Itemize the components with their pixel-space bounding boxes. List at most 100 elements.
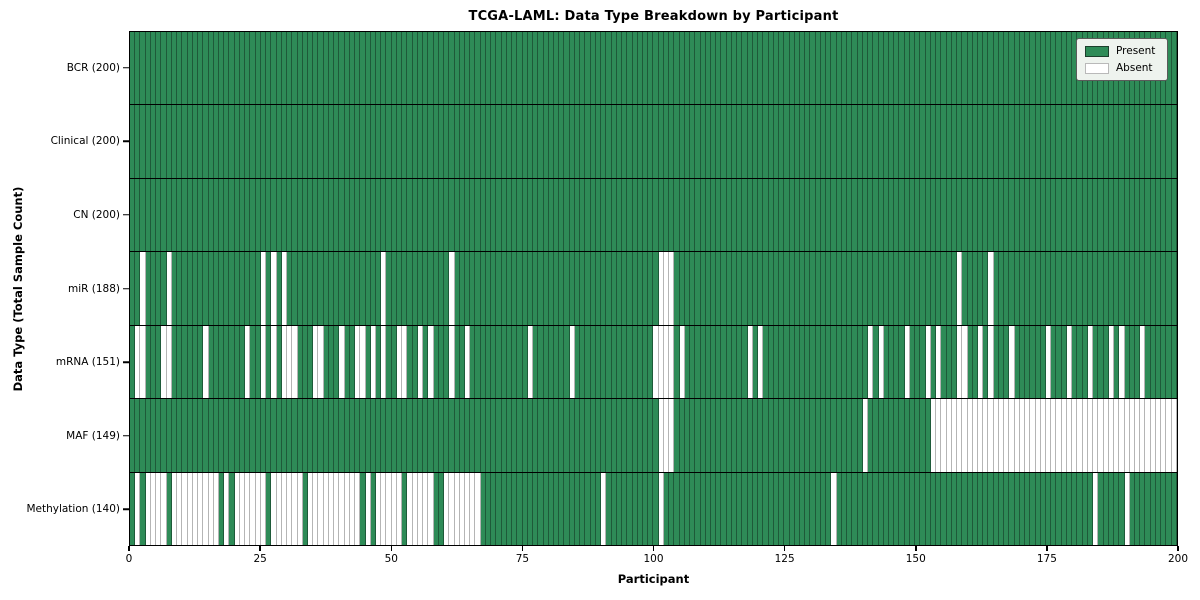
heatmap-cell xyxy=(1150,105,1156,178)
heatmap-cell xyxy=(548,399,554,472)
heatmap-cell xyxy=(292,399,298,472)
heatmap-cell xyxy=(302,399,308,472)
heatmap-cell xyxy=(642,252,649,325)
heatmap-cell xyxy=(423,178,429,252)
heatmap-cell xyxy=(616,178,623,252)
heatmap-cell xyxy=(538,252,544,325)
heatmap-cell xyxy=(396,399,403,472)
heatmap-cell xyxy=(1009,178,1015,252)
heatmap-cell xyxy=(847,105,853,178)
heatmap-cell xyxy=(773,472,780,545)
heatmap-cell xyxy=(1145,399,1151,472)
heatmap-cell xyxy=(559,32,565,105)
heatmap-cell xyxy=(323,472,329,545)
heatmap-cell xyxy=(402,178,408,252)
heatmap-cell xyxy=(1135,252,1141,325)
heatmap-cell xyxy=(239,32,246,105)
heatmap-cell xyxy=(559,178,565,252)
heatmap-cell xyxy=(815,32,821,105)
heatmap-cell xyxy=(255,472,261,545)
heatmap-cell xyxy=(187,399,193,472)
heatmap-cell xyxy=(595,472,602,545)
heatmap-cell xyxy=(454,178,460,252)
heatmap-cell xyxy=(648,178,654,252)
heatmap-cell xyxy=(1114,105,1120,178)
heatmap-cell xyxy=(1150,325,1156,399)
heatmap-cell xyxy=(245,472,251,545)
heatmap-cell xyxy=(1114,472,1120,545)
heatmap-cell xyxy=(281,178,288,252)
heatmap-cell xyxy=(737,472,743,545)
heatmap-cell xyxy=(847,325,853,399)
heatmap-cell xyxy=(962,105,968,178)
heatmap-cell xyxy=(271,325,277,399)
heatmap-cell xyxy=(339,325,345,399)
heatmap-cell xyxy=(684,325,691,399)
heatmap-cell xyxy=(904,252,910,325)
heatmap-cell xyxy=(1040,399,1047,472)
heatmap-cell xyxy=(533,105,539,178)
heatmap-cell xyxy=(365,32,371,105)
heatmap-cell xyxy=(988,32,994,105)
heatmap-cell xyxy=(742,325,748,399)
heatmap-cell xyxy=(444,178,450,252)
heatmap-cell xyxy=(349,325,356,399)
heatmap-cell xyxy=(171,32,178,105)
heatmap-cell xyxy=(585,472,591,545)
heatmap-cell xyxy=(925,252,931,325)
heatmap-cell xyxy=(553,252,560,325)
heatmap-cell xyxy=(711,32,717,105)
heatmap-cell xyxy=(1030,325,1036,399)
heatmap-cell xyxy=(920,32,926,105)
heatmap-cell xyxy=(548,105,554,178)
heatmap-cell xyxy=(826,178,832,252)
heatmap-cell xyxy=(1140,399,1146,472)
heatmap-cell xyxy=(1166,399,1172,472)
heatmap-cell xyxy=(407,399,413,472)
heatmap-cell xyxy=(642,472,649,545)
heatmap-cell xyxy=(234,32,240,105)
heatmap-cell xyxy=(878,252,884,325)
heatmap-cell xyxy=(658,252,664,325)
heatmap-cell xyxy=(260,252,267,325)
heatmap-cell xyxy=(967,178,973,252)
heatmap-cell xyxy=(794,399,800,472)
heatmap-cell xyxy=(250,178,256,252)
heatmap-cell xyxy=(705,105,712,178)
y-tick-label-mrna: mRNA (151) xyxy=(55,356,120,369)
heatmap-cell xyxy=(1072,178,1078,252)
heatmap-cell xyxy=(171,252,178,325)
heatmap-cell xyxy=(1124,178,1130,252)
heatmap-cell xyxy=(574,472,581,545)
heatmap-cell xyxy=(595,325,602,399)
heatmap-cell xyxy=(459,32,465,105)
heatmap-cell xyxy=(1161,105,1167,178)
heatmap-cell xyxy=(616,399,623,472)
heatmap-cell xyxy=(883,105,889,178)
heatmap-cell xyxy=(705,252,712,325)
heatmap-cell xyxy=(391,105,397,178)
heatmap-cell xyxy=(501,472,507,545)
heatmap-cell xyxy=(1119,105,1125,178)
heatmap-cell xyxy=(737,399,743,472)
heatmap-cell xyxy=(192,32,199,105)
heatmap-cell xyxy=(941,252,947,325)
heatmap-cell xyxy=(564,472,570,545)
heatmap-cell xyxy=(1019,325,1026,399)
heatmap-cell xyxy=(847,32,853,105)
heatmap-cell xyxy=(1066,105,1073,178)
heatmap-cell xyxy=(690,399,696,472)
heatmap-cell xyxy=(648,399,654,472)
heatmap-cell xyxy=(307,178,314,252)
heatmap-cell xyxy=(1124,325,1130,399)
heatmap-cell xyxy=(1004,32,1010,105)
heatmap-cell xyxy=(459,178,465,252)
heatmap-cell xyxy=(752,32,759,105)
heatmap-cell xyxy=(601,178,607,252)
heatmap-cell xyxy=(1056,32,1062,105)
heatmap-cell xyxy=(930,472,937,545)
heatmap-cell xyxy=(344,325,350,399)
heatmap-cell xyxy=(632,178,638,252)
heatmap-cell xyxy=(868,472,874,545)
heatmap-cell xyxy=(1082,325,1088,399)
